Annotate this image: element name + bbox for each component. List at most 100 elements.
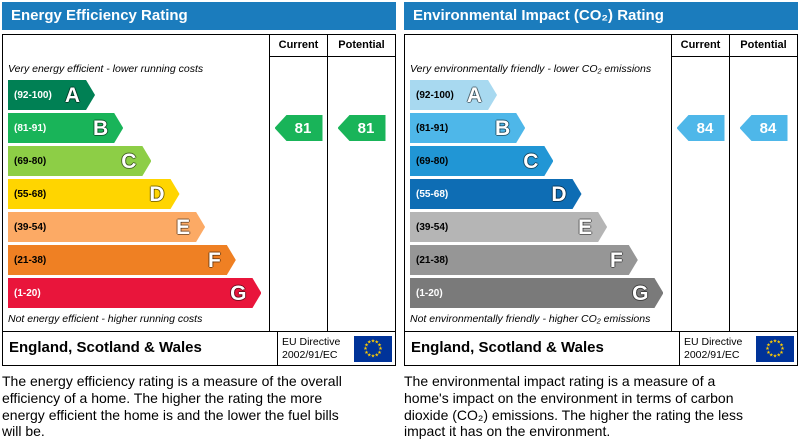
- potential-rating-indicator: 84: [739, 115, 788, 141]
- rating-band-d: (55-68) D: [8, 179, 180, 209]
- band-letter: B: [93, 116, 109, 140]
- band-letter: F: [208, 248, 221, 272]
- svg-text:★: ★: [773, 353, 778, 359]
- svg-text:★: ★: [779, 342, 784, 348]
- band-letter: G: [632, 281, 649, 305]
- svg-text:★: ★: [367, 339, 372, 345]
- eu-directive-label: EU Directive 2002/91/EC: [277, 332, 353, 365]
- chart-footer: England, Scotland & Wales EU Directive 2…: [405, 331, 797, 365]
- rating-band-c: (69-80) C: [410, 146, 553, 176]
- eu-flag-icon: ★ ★★ ★★★ ★★★ ★★★: [756, 335, 794, 362]
- eu-flag-icon: ★ ★★ ★★★ ★★★ ★★★: [354, 335, 392, 362]
- eu-directive-label: EU Directive 2002/91/EC: [679, 332, 755, 365]
- svg-text:★: ★: [375, 352, 380, 358]
- svg-text:★: ★: [765, 346, 770, 352]
- svg-text:★: ★: [766, 342, 771, 348]
- environmental-impact-panel: Environmental Impact (CO₂) Rating Very e…: [404, 2, 798, 366]
- bands-area: Very environmentally friendly - lower CO…: [405, 35, 671, 331]
- band-letter: D: [551, 182, 567, 206]
- svg-text:★: ★: [371, 338, 376, 344]
- potential-column-header: Potential: [328, 35, 395, 57]
- eu-flag-cell: ★ ★ ★ ★ ★ ★ ★ ★ ★ ★ ★ ★: [353, 332, 395, 365]
- rating-band-f: (21-38) F: [8, 245, 236, 275]
- svg-text:★: ★: [773, 338, 778, 344]
- potential-column-header: Potential: [730, 35, 797, 57]
- svg-text:★: ★: [378, 346, 383, 352]
- eu-directive-line2: 2002/91/EC: [684, 349, 740, 361]
- top-note: Very environmentally friendly - lower CO…: [410, 63, 652, 75]
- rating-band-c: (69-80) C: [8, 146, 151, 176]
- band-letter: E: [176, 215, 191, 239]
- svg-text:★: ★: [769, 339, 774, 345]
- svg-text:★: ★: [375, 339, 380, 345]
- band-letter: D: [149, 182, 165, 206]
- region-label: England, Scotland & Wales: [9, 339, 202, 356]
- rating-band-a: (92-100) A: [410, 80, 497, 110]
- panel-title: Energy Efficiency Rating: [2, 2, 396, 30]
- band-letter: G: [230, 281, 247, 305]
- eu-directive-line1: EU Directive: [684, 336, 743, 348]
- band-letter: B: [495, 116, 511, 140]
- potential-column: Potential 81: [327, 35, 395, 331]
- svg-text:★: ★: [779, 349, 784, 355]
- eu-flag-cell: ★ ★ ★ ★ ★ ★ ★ ★ ★ ★ ★ ★: [755, 332, 797, 365]
- current-column-header: Current: [270, 35, 327, 57]
- svg-text:★: ★: [371, 353, 376, 359]
- rating-band-e: (39-54) E: [410, 212, 607, 242]
- rating-band-g: (1-20) G: [410, 278, 663, 308]
- energy-rating-chart: Very energy efficient - lower running co…: [2, 34, 396, 366]
- band-letter: F: [610, 248, 623, 272]
- band-range-label: (92-100): [416, 89, 454, 101]
- band-letter: C: [523, 149, 539, 173]
- co2-rating-description-text: The environmental impact rating is a mea…: [404, 373, 744, 440]
- bands-area: Very energy efficient - lower running co…: [3, 35, 269, 331]
- current-rating-indicator: 81: [274, 115, 323, 141]
- band-range-label: (81-91): [416, 122, 449, 134]
- band-range-label: (39-54): [416, 221, 449, 233]
- band-letter: C: [121, 149, 137, 173]
- current-column-header: Current: [672, 35, 729, 57]
- energy-rating-description: The energy efficiency rating is a measur…: [2, 373, 396, 440]
- svg-text:★: ★: [367, 352, 372, 358]
- current-rating-indicator: 84: [676, 115, 725, 141]
- band-range-label: (81-91): [14, 122, 47, 134]
- svg-text:★: ★: [777, 352, 782, 358]
- rating-band-f: (21-38) F: [410, 245, 638, 275]
- rating-band-a: (92-100) A: [8, 80, 95, 110]
- svg-text:★: ★: [363, 346, 368, 352]
- band-range-label: (92-100): [14, 89, 52, 101]
- svg-text:★: ★: [377, 349, 382, 355]
- rating-band-b: (81-91) B: [8, 113, 123, 143]
- rating-band-g: (1-20) G: [8, 278, 261, 308]
- band-letter: E: [578, 215, 593, 239]
- bottom-note: Not environmentally friendly - higher CO…: [410, 313, 651, 325]
- band-range-label: (39-54): [14, 221, 47, 233]
- potential-column: Potential 84: [729, 35, 797, 331]
- svg-text:★: ★: [777, 339, 782, 345]
- svg-text:★: ★: [364, 349, 369, 355]
- band-range-label: (21-38): [416, 254, 449, 266]
- top-note: Very energy efficient - lower running co…: [8, 63, 204, 75]
- svg-text:★: ★: [766, 349, 771, 355]
- descriptions-row: The energy efficiency rating is a measur…: [0, 373, 800, 440]
- eu-directive-line2: 2002/91/EC: [282, 349, 338, 361]
- svg-text:★: ★: [769, 352, 774, 358]
- current-column: Current 81: [269, 35, 327, 331]
- rating-band-d: (55-68) D: [410, 179, 582, 209]
- rating-band-b: (81-91) B: [410, 113, 525, 143]
- region-label: England, Scotland & Wales: [411, 339, 604, 356]
- epc-charts-row: Energy Efficiency Rating Very energy eff…: [2, 2, 798, 366]
- bottom-note: Not energy efficient - higher running co…: [8, 313, 203, 325]
- band-range-label: (69-80): [416, 155, 449, 167]
- svg-text:★: ★: [780, 346, 785, 352]
- eu-directive-line1: EU Directive: [282, 336, 341, 348]
- band-letter: A: [64, 83, 81, 107]
- chart-footer: England, Scotland & Wales EU Directive 2…: [3, 331, 395, 365]
- potential-rating-indicator: 81: [337, 115, 386, 141]
- band-range-label: (1-20): [14, 287, 41, 299]
- band-range-label: (55-68): [416, 188, 449, 200]
- rating-band-e: (39-54) E: [8, 212, 205, 242]
- svg-text:★: ★: [364, 342, 369, 348]
- band-letter: A: [466, 83, 483, 107]
- current-column: Current 84: [671, 35, 729, 331]
